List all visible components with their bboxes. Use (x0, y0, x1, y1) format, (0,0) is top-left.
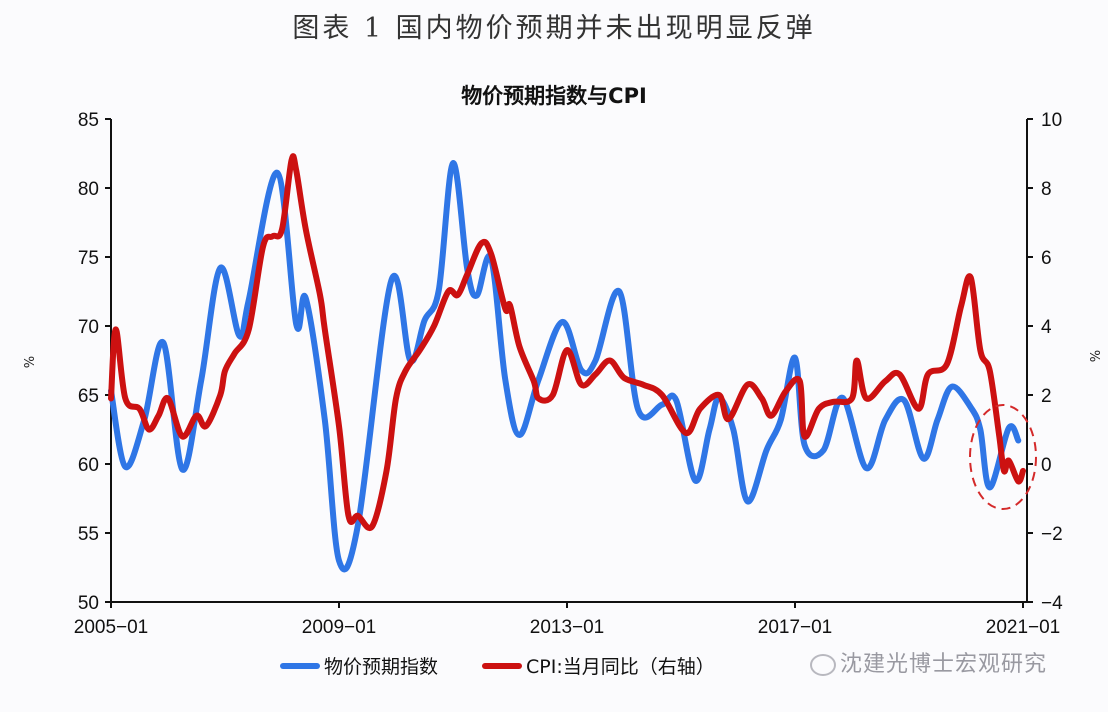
watermark-text: 沈建光博士宏观研究 (840, 652, 1048, 677)
left-tick-label: 75 (78, 248, 99, 269)
left-tick-label: 85 (78, 110, 99, 131)
left-tick-label: 50 (78, 593, 99, 614)
highlight-ellipse (969, 404, 1037, 510)
left-axis-unit: % (20, 356, 35, 368)
series-cpi-line (108, 153, 1026, 531)
left-tick-label: 65 (78, 386, 99, 407)
right-tick-label: 0 (1041, 455, 1052, 476)
x-tick-label: 2013−01 (530, 617, 605, 638)
left-tick-label: 60 (78, 455, 99, 476)
series-price-expectation-line (108, 160, 1022, 573)
right-axis-unit: % (1086, 350, 1101, 362)
wechat-icon (810, 654, 836, 676)
legend-label: 物价预期指数 (324, 656, 439, 678)
right-tick-label: −4 (1041, 593, 1063, 614)
left-tick-label: 55 (78, 524, 99, 545)
x-tick-label: 2005−01 (74, 617, 149, 638)
figure-caption: 图表 1 国内物价预期并未出现明显反弹 (292, 13, 816, 44)
right-tick-label: 6 (1041, 248, 1052, 269)
legend: 物价预期指数 CPI:当月同比（右轴） (280, 652, 759, 679)
right-tick-label: −2 (1041, 524, 1063, 545)
right-tick-label: 8 (1041, 179, 1052, 200)
chart-title: 物价预期指数与CPI (461, 84, 647, 108)
x-tick-label: 2021−01 (986, 617, 1061, 638)
legend-label: CPI:当月同比（右轴） (526, 656, 715, 678)
legend-swatch-red-icon (482, 662, 523, 669)
x-tick-label: 2009−01 (302, 617, 377, 638)
watermark: 沈建光博士宏观研究 (810, 646, 1047, 678)
legend-item-cpi: CPI:当月同比（右轴） (482, 652, 715, 679)
x-tick-label: 2017−01 (758, 617, 833, 638)
right-tick-label: 10 (1041, 110, 1062, 131)
legend-swatch-blue-icon (280, 662, 320, 669)
legend-item-price-expectation: 物价预期指数 (280, 652, 438, 679)
right-tick-label: 4 (1041, 317, 1052, 338)
left-tick-label: 70 (78, 317, 99, 338)
right-tick-label: 2 (1041, 386, 1052, 407)
left-tick-label: 80 (78, 179, 99, 200)
